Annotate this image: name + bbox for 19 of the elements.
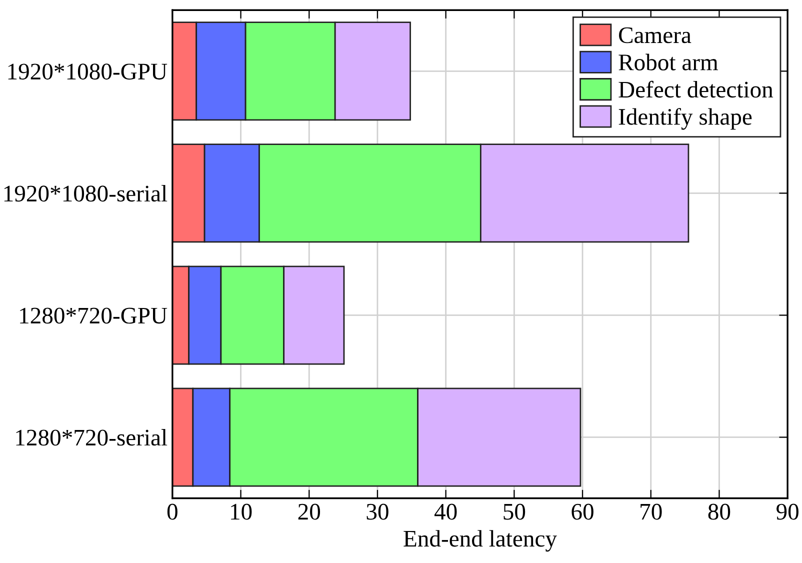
x-tick-label: 50 (504, 504, 526, 520)
x-tick-label: 0 (167, 504, 178, 520)
x-tick-label: 90 (776, 504, 798, 520)
x-tick-label: 80 (708, 504, 730, 520)
x-tick-label: 30 (366, 504, 388, 520)
x-tick-label: 20 (298, 504, 320, 520)
legend-label: Camera (619, 27, 692, 44)
legend-label: Defect detection (618, 80, 774, 98)
legend-label: Identify shape (618, 108, 752, 130)
x-axis-title: End-end latency (404, 530, 557, 552)
x-tick-label: 60 (572, 504, 594, 520)
x-tick-label: 10 (231, 504, 252, 520)
y-tick-label: 1920*1080-GPU (8, 64, 168, 80)
x-tick-label: 40 (434, 504, 457, 520)
x-tick-label: 70 (640, 504, 662, 520)
y-tick-label: 1280*720-GPU (20, 308, 168, 324)
y-tick-label: 1280*720-serial (16, 429, 168, 446)
y-tick-label: 1920*1080-serial (4, 184, 168, 202)
legend-label: Robot arm (618, 54, 718, 70)
